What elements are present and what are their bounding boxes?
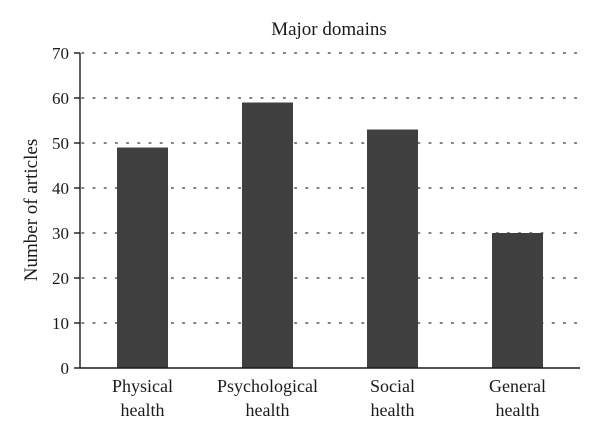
y-tick-label: 10 bbox=[52, 314, 69, 333]
bars bbox=[117, 102, 543, 368]
y-tick-label: 20 bbox=[52, 269, 69, 288]
y-tick-labels: 0 10 20 30 40 50 60 70 bbox=[52, 44, 80, 378]
x-tick-label: Physical health bbox=[112, 376, 173, 420]
x-tick-label: General health bbox=[489, 376, 546, 420]
chart-title: Major domains bbox=[271, 19, 387, 40]
bar bbox=[492, 233, 543, 368]
y-axis-label: Number of articles bbox=[21, 139, 42, 281]
x-tick-label: Social health bbox=[370, 376, 415, 420]
y-tick-label: 70 bbox=[52, 44, 69, 63]
bar bbox=[117, 147, 168, 368]
y-tick-label: 40 bbox=[52, 179, 69, 198]
y-tick-label: 60 bbox=[52, 89, 69, 108]
y-tick-label: 50 bbox=[52, 134, 69, 153]
axes bbox=[79, 53, 580, 369]
y-tick-label: 30 bbox=[52, 224, 69, 243]
y-tick-label: 0 bbox=[61, 359, 70, 378]
bar bbox=[242, 102, 293, 368]
x-tick-label: Psychological health bbox=[217, 376, 318, 420]
x-tick-labels: Physical health Psychological health Social h… bbox=[112, 376, 546, 420]
bar bbox=[367, 129, 418, 368]
